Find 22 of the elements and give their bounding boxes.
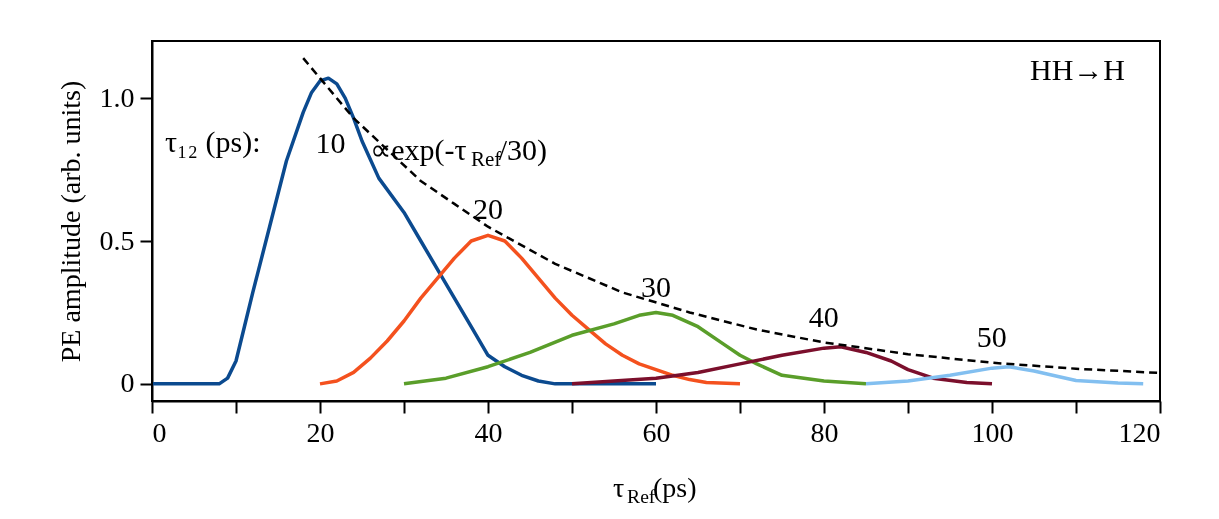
x-tick-label: 60 [642, 416, 671, 448]
series-label: 30 [641, 270, 671, 304]
series-label: 10 [315, 126, 346, 160]
annotation: HH→H [1030, 53, 1125, 86]
series-label: 20 [473, 192, 503, 226]
x-tick-label: 100 [971, 416, 1014, 448]
x-tick-label: 0 [152, 416, 167, 448]
line-series [318, 233, 742, 386]
x-tick-label: 80 [810, 416, 839, 448]
series-label: 50 [976, 319, 1007, 353]
line-series [301, 56, 1160, 375]
x-tick-label: 120 [1118, 416, 1161, 448]
annotation: τ₁₂ (ps): [165, 125, 261, 159]
y-tick-label: 1.0 [99, 81, 135, 113]
y-tick-label: 0 [120, 367, 135, 399]
x-tick-label: 40 [474, 416, 503, 448]
y-axis-title: PE amplitude (arb. units) [54, 80, 86, 363]
line-series [864, 364, 1145, 386]
y-tick-label: 0.5 [99, 224, 135, 256]
line-series [402, 310, 868, 386]
x-tick-label: 20 [306, 416, 335, 448]
series-label: 40 [808, 299, 839, 333]
